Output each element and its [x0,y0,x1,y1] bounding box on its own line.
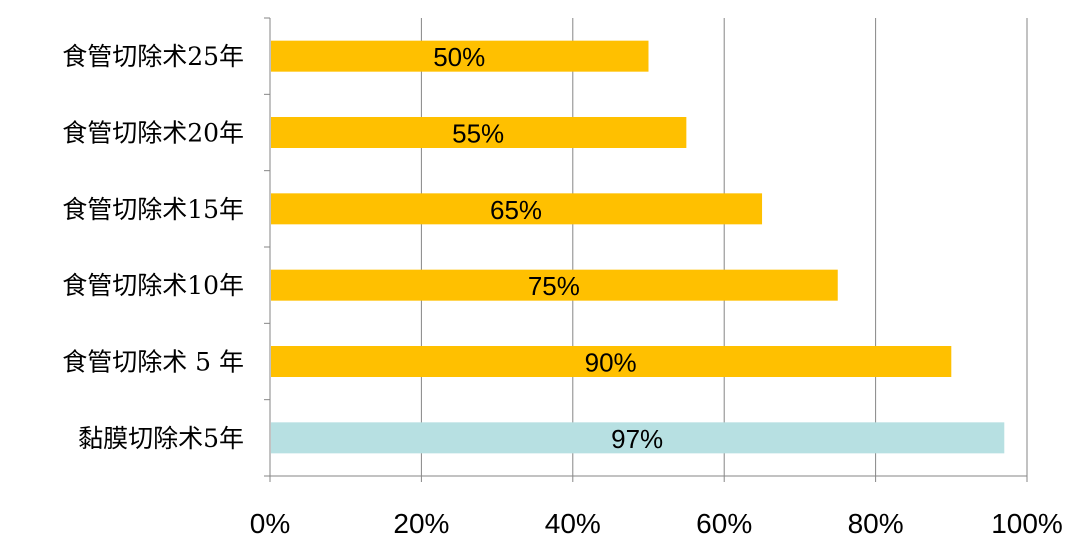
data-label: 65% [490,195,542,225]
category-label: 食管切除术20年 [62,119,244,148]
gridlines [420,18,1028,476]
axes [264,17,1028,482]
x-tick-label: 0% [250,508,290,539]
data-label: 75% [528,271,580,301]
x-tick-label: 40% [545,508,601,539]
data-label: 97% [611,424,663,454]
bar [271,346,952,377]
data-labels: 50% 55% 65% 75% 90% 97% [433,42,663,454]
category-label: 食管切除术25年 [62,42,244,71]
category-label: 黏膜切除术5年 [78,424,244,453]
category-label: 食管切除术10年 [62,271,244,300]
bar [271,193,763,225]
x-tick-labels: 0% 20% 40% 60% 80% 100% [250,508,1063,539]
bars [271,40,1005,454]
x-tick-label: 80% [848,508,904,539]
bar [271,40,649,72]
bar [271,269,838,301]
data-label: 90% [585,348,637,378]
data-label: 55% [452,119,504,149]
data-label: 50% [433,42,485,72]
category-label: 食管切除术15年 [62,195,244,224]
bar [271,117,687,148]
category-label: 食管切除术 5 年 [62,348,244,377]
x-tick-label: 100% [991,508,1063,539]
bar [271,422,1005,454]
x-tick-label: 60% [696,508,752,539]
x-tick-label: 20% [393,508,449,539]
